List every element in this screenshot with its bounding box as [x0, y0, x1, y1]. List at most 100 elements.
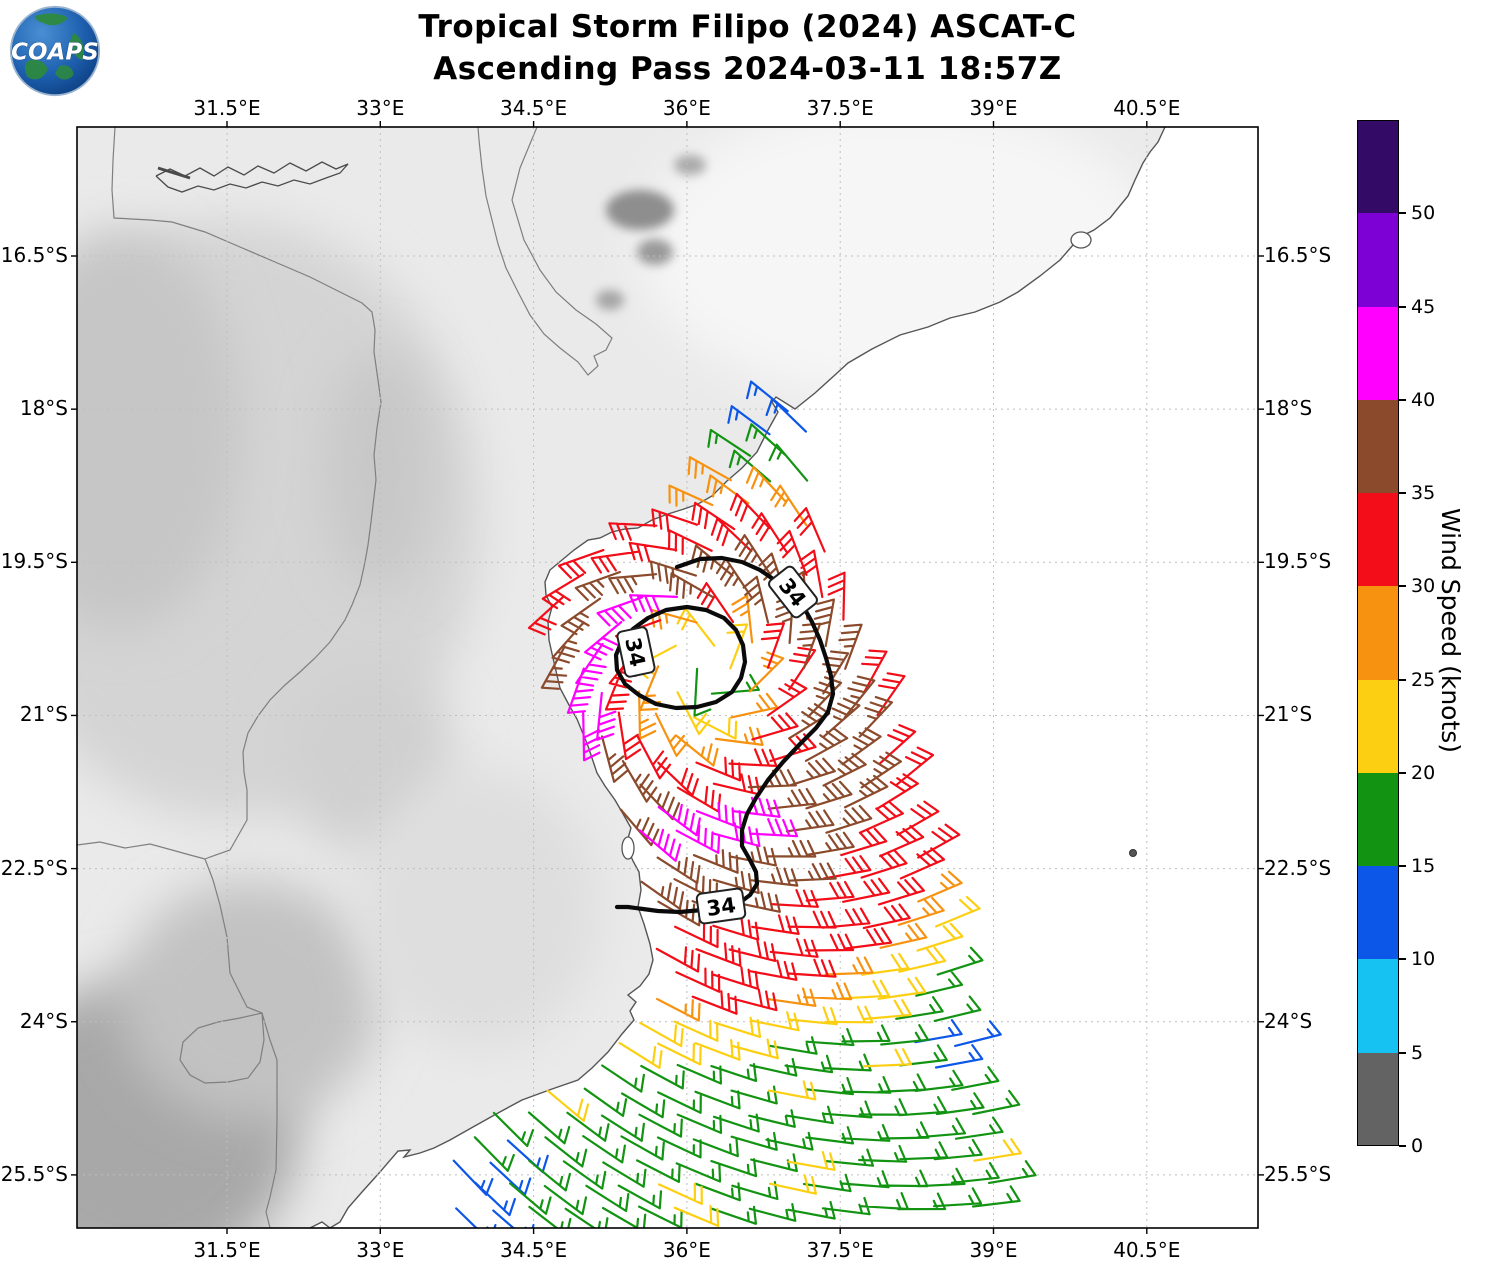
colorbar-tick [1399, 492, 1406, 495]
colorbar-tick [1399, 1145, 1406, 1147]
colorbar-tick [1399, 678, 1406, 681]
wind-barbs-layer [452, 380, 1037, 1228]
lon-tick-label-bottom: 31.5°E [193, 1238, 261, 1262]
colorbar-bin [1357, 120, 1399, 214]
colorbar-tick-label: 0 [1411, 1135, 1424, 1157]
colorbar-tick [1399, 212, 1406, 215]
colorbar-bin [1357, 866, 1399, 960]
colorbar-title: Wind Speed (knots) [1436, 508, 1465, 754]
country-border [111, 127, 382, 860]
plot-border [76, 126, 1259, 1229]
axis-ticks [71, 121, 1264, 1234]
country-border [179, 1012, 265, 1084]
terrain-blob [596, 290, 624, 310]
small-island [1129, 849, 1137, 857]
lat-tick-label-right: 24°S [1264, 1008, 1313, 1033]
gridlines [77, 127, 1258, 1228]
lat-tick-label-left: 21°S [19, 702, 68, 727]
colorbar-bin [1357, 586, 1399, 681]
lat-tick-label-right: 21°S [1264, 702, 1313, 727]
lat-tick-label-left: 24°S [19, 1008, 68, 1033]
colorbar-tick [1399, 398, 1406, 401]
country-border [204, 858, 278, 1228]
colorbar-tick-label: 35 [1411, 482, 1436, 505]
lon-tick-label-top: 37.5°E [806, 96, 874, 120]
coastal-lagoon [1070, 231, 1092, 249]
logo-text: COAPS [11, 39, 99, 65]
colorbar-tick-label: 20 [1411, 761, 1436, 784]
svg-text:34: 34 [620, 635, 650, 669]
colorbar-tick [1399, 771, 1406, 774]
lake-arm [157, 166, 191, 180]
colorbar-tick-label: 10 [1411, 948, 1436, 971]
lon-tick-label-top: 31.5°E [193, 96, 261, 120]
lat-tick-label-left: 18°S [19, 396, 68, 421]
lat-tick-label-left: 25.5°S [0, 1161, 68, 1186]
colorbar-tick [1399, 585, 1406, 588]
title-line-2: Ascending Pass 2024-03-11 18:57Z [433, 51, 1062, 87]
lon-tick-label-top: 33°E [356, 96, 405, 120]
country-border [77, 841, 206, 860]
terrain-blob [637, 239, 673, 265]
colorbar-bin [1357, 1052, 1399, 1147]
lon-tick-label-top: 40.5°E [1113, 96, 1181, 120]
lon-tick-label-bottom: 34.5°E [500, 1238, 568, 1262]
colorbar-bin [1357, 772, 1399, 867]
colorbar-tick-label: 15 [1411, 855, 1436, 878]
colorbar-bin [1357, 213, 1399, 308]
colorbar-bin [1357, 493, 1399, 587]
colorbar [1357, 120, 1399, 1147]
lat-tick-label-left: 16.5°S [0, 243, 68, 267]
lon-tick-label-top: 36°E [662, 96, 711, 120]
lon-tick-label-bottom: 39°E [969, 1238, 1018, 1262]
terrain-blob [360, 770, 600, 1050]
logo-continent-shape [24, 59, 48, 80]
terrain-blob [120, 880, 380, 1120]
lon-tick-label-top: 34.5°E [500, 96, 568, 120]
lat-tick-label-right: 25.5°S [1264, 1161, 1332, 1186]
wind-barbs-orange [638, 456, 963, 1022]
colorbar-tick [1399, 305, 1406, 308]
colorbar-tick [1399, 865, 1406, 868]
colorbar-tick-label: 25 [1411, 668, 1436, 691]
figure-title: Tropical Storm Filipo (2024) ASCAT-C Asc… [0, 6, 1495, 90]
lake-outline [155, 161, 349, 193]
wind-barbs-yellow [546, 607, 1022, 1227]
lon-tick-label-top: 39°E [969, 96, 1018, 120]
country-border [477, 127, 613, 376]
colorbar-tick-label: 50 [1411, 202, 1436, 225]
coastal-lagoon [621, 836, 635, 860]
colorbar-tick [1399, 1051, 1406, 1054]
wind-barbs-green [473, 423, 1037, 1228]
colorbar-bin [1357, 399, 1399, 494]
wind-barbs-blue [452, 380, 1002, 1228]
logo-continent-shape [55, 65, 74, 80]
coaps-logo: COAPS [9, 5, 101, 97]
contour-label-34: 34 [616, 626, 656, 678]
lat-tick-label-right: 18°S [1264, 396, 1313, 421]
logo-continent-shape [34, 13, 68, 26]
svg-text:34: 34 [705, 893, 737, 921]
colorbar-tick-label: 45 [1411, 295, 1436, 318]
lat-tick-label-left: 19.5°S [0, 549, 68, 574]
colorbar-bin [1357, 959, 1399, 1054]
wind-barbs-red [527, 492, 961, 1015]
terrain-blob [674, 155, 706, 175]
lat-tick-label-left: 22.5°S [0, 855, 68, 880]
contour-label-34: 34 [695, 887, 747, 925]
terrain-blob [77, 230, 240, 630]
lat-tick-label-right: 22.5°S [1264, 855, 1332, 880]
lat-tick-label-right: 19.5°S [1264, 549, 1332, 574]
terrain-blob [606, 190, 674, 230]
title-line-1: Tropical Storm Filipo (2024) ASCAT-C [418, 9, 1077, 45]
lat-tick-label-right: 16.5°S [1264, 243, 1332, 267]
islands-layer [621, 231, 1137, 860]
wind-barbs-magenta [566, 594, 799, 862]
political-borders [77, 127, 613, 1228]
colorbar-bin [1357, 306, 1399, 401]
colorbar-tick-label: 40 [1411, 388, 1436, 411]
colorbar-tick-label: 30 [1411, 575, 1436, 598]
lon-tick-label-bottom: 37.5°E [806, 1238, 874, 1262]
colorbar-tick-label: 5 [1411, 1041, 1424, 1064]
